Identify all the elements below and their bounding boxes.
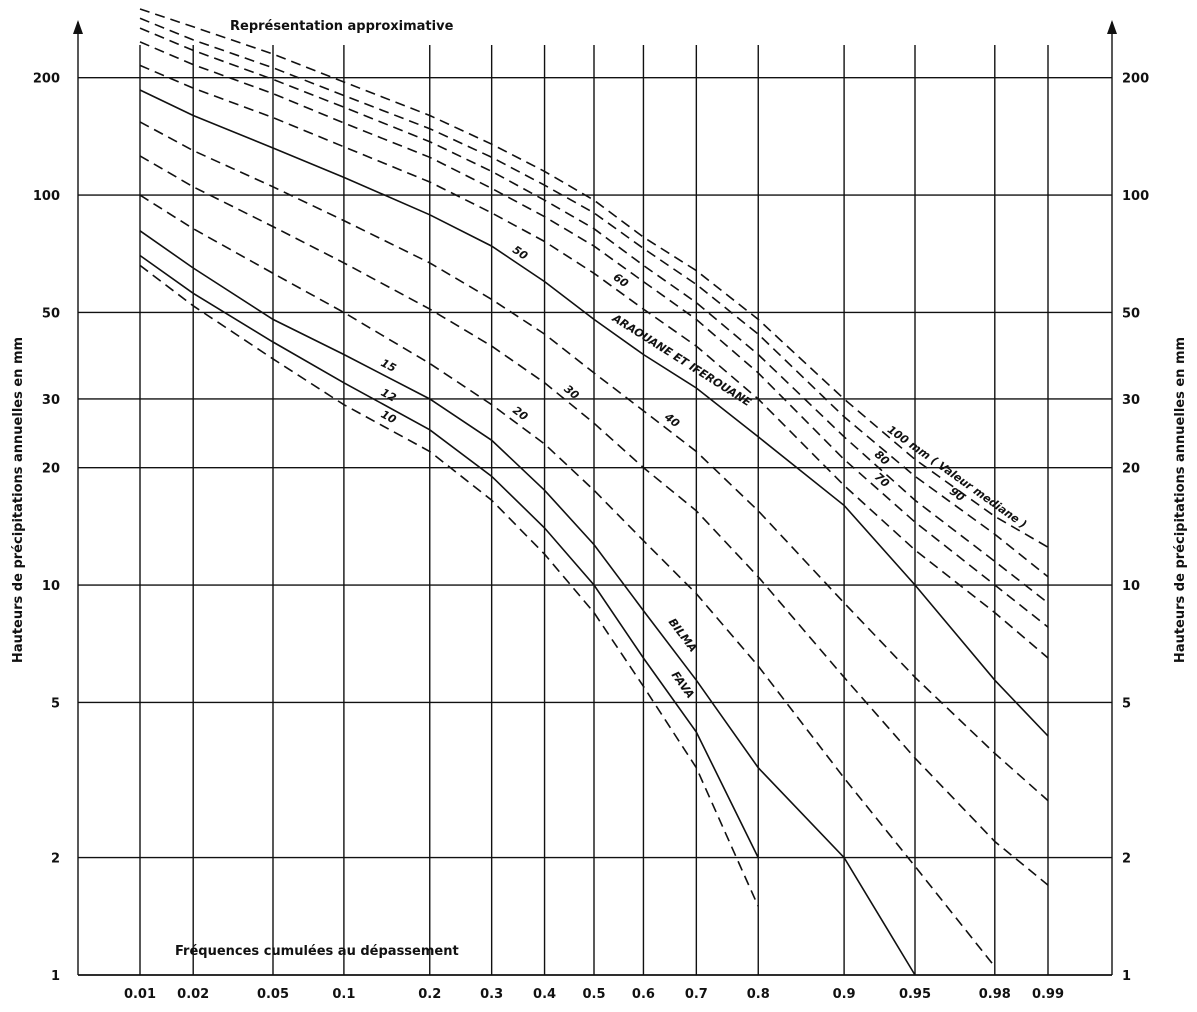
y-tick-label: 10 xyxy=(42,579,60,594)
y-axis-title: Hauteurs de précipitations annuelles en … xyxy=(11,337,26,663)
series-label: 60 xyxy=(611,271,631,291)
series-line xyxy=(139,27,1049,604)
y-tick-label: 100 xyxy=(33,189,60,204)
series-line xyxy=(139,254,759,858)
series-line xyxy=(139,17,1049,578)
x-tick-label: 0.98 xyxy=(979,987,1011,1002)
x-tick-label: 0.95 xyxy=(899,987,931,1002)
x-tick-label: 0.99 xyxy=(1032,987,1064,1002)
x-tick-label: 0.5 xyxy=(582,987,605,1002)
series-line xyxy=(139,8,1049,548)
y-tick-label-right: 10 xyxy=(1122,579,1140,594)
chart-title: Représentation approximative xyxy=(230,19,454,34)
y-tick-label: 5 xyxy=(51,696,60,711)
y-tick-label: 50 xyxy=(42,306,60,321)
series-line xyxy=(139,194,996,968)
series-line xyxy=(139,264,759,907)
x-tick-label: 0.3 xyxy=(480,987,503,1002)
x-tick-label: 0.05 xyxy=(257,987,289,1002)
x-axis-title: Fréquences cumulées au dépassement xyxy=(175,944,459,959)
x-tick-label: 0.1 xyxy=(332,987,355,1002)
curve-annotation: ARAOUANE ET IFEROUANE xyxy=(609,311,754,409)
series-line xyxy=(139,121,1049,802)
y-tick-label-right: 2 xyxy=(1122,852,1131,867)
x-tick-label: 0.2 xyxy=(418,987,441,1002)
x-tick-label: 0.7 xyxy=(685,987,708,1002)
y-axis-title-right: Hauteurs de précipitations annuelles en … xyxy=(1173,337,1188,663)
y-tick-label: 30 xyxy=(42,393,60,408)
series-label: 100 mm ( Valeur mediane ) xyxy=(885,423,1029,531)
y-tick-label-right: 20 xyxy=(1122,462,1140,477)
y-tick-label: 200 xyxy=(33,72,60,87)
curve-annotation: FAVA xyxy=(669,669,697,701)
series-line xyxy=(139,155,1049,886)
x-tick-label: 0.9 xyxy=(833,987,856,1002)
series-label: 15 xyxy=(379,356,399,375)
y-tick-label: 1 xyxy=(51,969,60,984)
y-tick-label-right: 30 xyxy=(1122,393,1140,408)
series-line xyxy=(139,230,916,976)
series-line xyxy=(139,41,1049,628)
x-tick-label: 0.02 xyxy=(177,987,209,1002)
y-tick-label-right: 50 xyxy=(1122,306,1140,321)
y-tick-label-right: 100 xyxy=(1122,189,1149,204)
curve-annotation: BILMA xyxy=(666,616,700,655)
series-line xyxy=(139,89,1049,737)
y-tick-label: 20 xyxy=(42,462,60,477)
series-label: 12 xyxy=(379,386,399,405)
y-tick-label-right: 5 xyxy=(1122,696,1131,711)
y-tick-label-right: 200 xyxy=(1122,72,1149,87)
x-tick-label: 0.4 xyxy=(533,987,556,1002)
y-tick-label-right: 1 xyxy=(1122,969,1131,984)
x-tick-label: 0.01 xyxy=(124,987,156,1002)
y-tick-label: 2 xyxy=(51,852,60,867)
x-tick-label: 0.8 xyxy=(747,987,770,1002)
series-line xyxy=(139,64,1049,659)
x-tick-label: 0.6 xyxy=(632,987,655,1002)
